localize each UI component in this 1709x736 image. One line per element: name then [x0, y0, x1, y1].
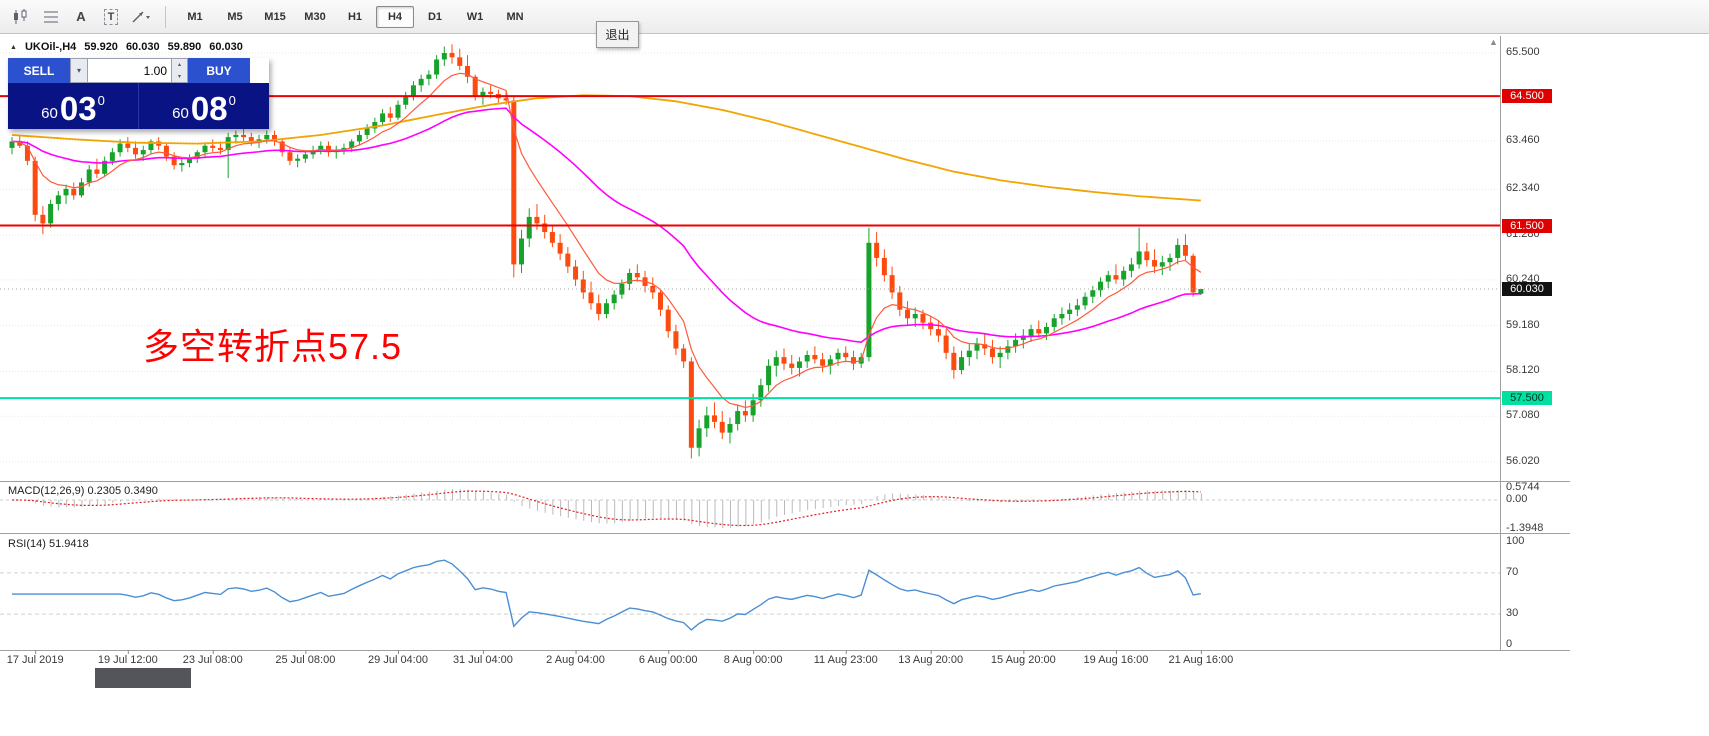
price-badge: 60.030: [1502, 281, 1552, 296]
sell-price-sup: 0: [97, 93, 105, 108]
timeframe-button-m15[interactable]: M15: [264, 10, 286, 23]
timeframe-bar: M1 M5 M15 M30 H1 H4 D1 W1 MN: [175, 0, 535, 34]
price-badge: 64.500: [1502, 89, 1552, 104]
macd-scale-zero: 0.00: [1506, 493, 1528, 505]
text-tool-glyph: T: [103, 8, 119, 25]
timeframe-button-h1[interactable]: H1: [347, 10, 363, 23]
macd-scale-bottom: -1.3948: [1506, 521, 1544, 534]
draw-tools-icon[interactable]: [128, 5, 154, 29]
volume-down-button[interactable]: ▾: [172, 70, 187, 82]
time-axis-label: 15 Aug 20:00: [990, 654, 1056, 666]
timeframe-button-mn[interactable]: MN: [506, 10, 524, 23]
time-axis-label: 19 Aug 16:00: [1083, 654, 1149, 666]
timeframe-button-h4[interactable]: H4: [376, 5, 414, 28]
chart-candles-icon[interactable]: [8, 5, 34, 29]
volume-stepper: ▴ ▾: [172, 58, 188, 83]
timeframe-button-m30[interactable]: M30: [304, 10, 326, 23]
time-axis-label: 8 Aug 00:00: [723, 654, 783, 666]
time-axis-label: 23 Jul 08:00: [182, 654, 243, 666]
price-axis-label: 65.500: [1506, 45, 1540, 58]
timeframe-button-w1[interactable]: W1: [466, 10, 484, 23]
sell-price-main: 03: [59, 89, 97, 127]
time-axis-label: 19 Jul 12:00: [97, 654, 158, 666]
time-axis-label: 31 Jul 04:00: [452, 654, 513, 666]
symbol-ohlc-bar: ▲ UKOil-,H4 59.920 60.030 59.890 60.030: [10, 41, 243, 53]
price-axis-label: 60.240: [1506, 272, 1540, 285]
price-badge: 57.500: [1502, 391, 1552, 406]
rsi-scale-label: 30: [1506, 607, 1519, 620]
volume-up-button[interactable]: ▴: [172, 59, 187, 71]
price-axis-label: 56.020: [1506, 454, 1540, 467]
volume-dropdown[interactable]: ▾: [70, 58, 88, 83]
time-axis-label: 2 Aug 04:00: [546, 654, 605, 666]
time-axis-label: 11 Aug 23:00: [813, 654, 878, 666]
price-axis-label: 57.080: [1506, 409, 1540, 422]
price-axis-label: 62.340: [1506, 182, 1540, 195]
text-tool-icon[interactable]: T: [98, 5, 124, 29]
buy-button[interactable]: BUY: [188, 58, 250, 83]
ohlc-low: 59.890: [167, 41, 202, 53]
buy-price-main: 08: [190, 89, 228, 127]
sell-price-prefix: 60: [41, 105, 58, 122]
timeframe-button-m1[interactable]: M1: [187, 10, 203, 23]
time-axis-label: 17 Jul 2019: [6, 654, 64, 666]
top-toolbar: A T M1 M5 M15 M30 H1 H4 D1 W1 MN: [0, 0, 1709, 34]
caret-down-icon: ▾: [76, 66, 81, 75]
volume-input[interactable]: [88, 58, 172, 83]
rsi-scale-label: 70: [1506, 565, 1519, 578]
timeframe-button-d1[interactable]: D1: [427, 10, 443, 23]
rsi-scale-label: 100: [1506, 535, 1525, 547]
chart-annotation-text[interactable]: 多空转折点57.5: [143, 326, 403, 367]
sell-button[interactable]: SELL: [8, 58, 70, 83]
rsi-indicator-label: RSI(14) 51.9418: [8, 538, 89, 550]
time-axis-label: 13 Aug 20:00: [898, 654, 964, 666]
sell-price-display[interactable]: 60 03 0: [8, 83, 139, 129]
ohlc-open: 59.920: [84, 41, 118, 53]
price-axis-label: 59.180: [1506, 318, 1540, 331]
time-axis-label: 21 Aug 16:00: [1168, 654, 1234, 666]
buy-price-sup: 0: [228, 93, 236, 108]
ohlc-close: 60.030: [209, 41, 243, 53]
time-axis-label: 25 Jul 08:00: [275, 654, 336, 666]
toolbar-separator: [165, 5, 166, 28]
exit-button[interactable]: 退出: [596, 21, 639, 48]
chart-grid-icon[interactable]: [38, 5, 64, 29]
rsi-scale-label: 0: [1506, 638, 1513, 650]
price-axis-label: 58.120: [1506, 364, 1540, 377]
ohlc-high: 60.030: [125, 41, 160, 53]
scroll-up-icon[interactable]: ▲: [1489, 37, 1498, 47]
price-badge: 61.500: [1502, 218, 1552, 233]
time-axis-label: 6 Aug 00:00: [638, 654, 698, 666]
symbol-name: UKOil-,H4: [24, 41, 77, 53]
one-click-trading-panel: SELL ▾ ▴ ▾ BUY 60 03 0 60 08 0: [8, 58, 269, 129]
timeframe-button-m5[interactable]: M5: [227, 10, 243, 23]
macd-indicator-label: MACD(12,26,9) 0.2305 0.3490: [8, 485, 158, 497]
buy-price-display[interactable]: 60 08 0: [139, 83, 269, 129]
buy-price-prefix: 60: [172, 105, 189, 122]
collapse-triangle-icon[interactable]: ▲: [10, 43, 17, 51]
taskbar-fragment: [95, 668, 191, 688]
annotate-a-icon[interactable]: A: [76, 9, 86, 24]
time-axis-label: 29 Jul 04:00: [368, 654, 428, 666]
price-axis-label: 63.460: [1506, 134, 1540, 146]
macd-scale-top: 0.5744: [1506, 481, 1540, 494]
